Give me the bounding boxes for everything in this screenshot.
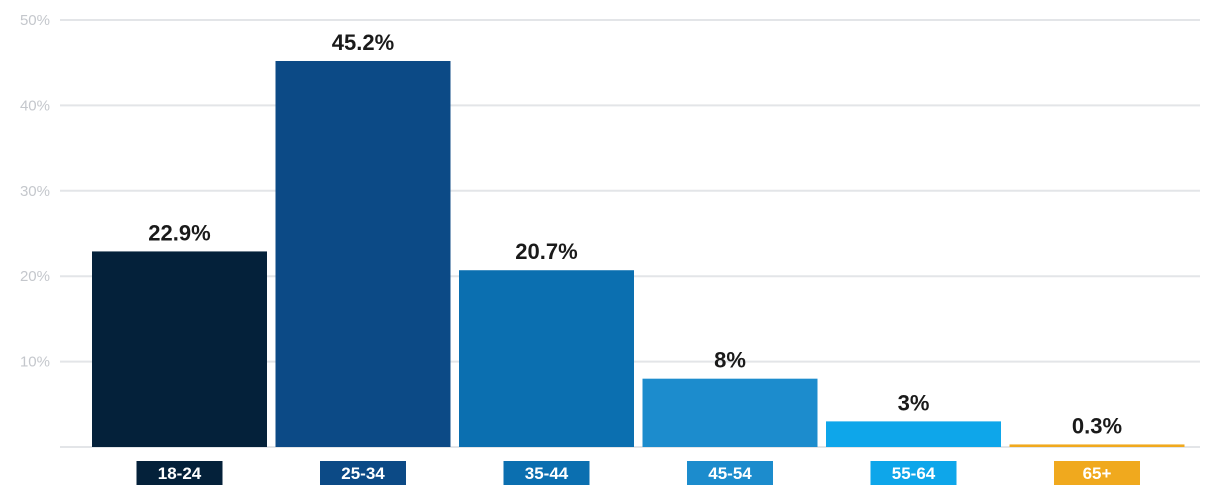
bar	[92, 251, 267, 447]
y-tick-label: 20%	[20, 268, 50, 285]
category-badge	[1054, 461, 1140, 485]
category-label: 45-54	[708, 464, 752, 483]
category-badge	[136, 461, 223, 485]
data-label: 45.2%	[332, 30, 394, 55]
category-label: 55-64	[892, 464, 936, 483]
category-badge	[503, 461, 590, 485]
data-label: 8%	[714, 348, 746, 373]
bar	[275, 60, 451, 447]
y-tick-label: 50%	[20, 12, 50, 29]
data-label: 22.9%	[148, 220, 210, 245]
category-badge	[687, 461, 773, 485]
y-tick-label: 10%	[20, 354, 50, 371]
bar	[826, 421, 1001, 447]
data-label: 3%	[898, 390, 930, 415]
data-label: 0.3%	[1072, 413, 1122, 438]
bars	[92, 60, 1185, 447]
bar	[459, 270, 634, 447]
data-label: 20.7%	[515, 239, 577, 264]
category-badge	[870, 461, 957, 485]
category-badge	[320, 461, 406, 485]
category-label: 65+	[1083, 464, 1112, 483]
category-label: 35-44	[525, 464, 569, 483]
y-axis-ticks: 10% 20% 30% 40% 50%	[20, 12, 50, 371]
y-tick-label: 30%	[20, 183, 50, 200]
data-labels: 22.9% 45.2% 20.7% 8% 3% 0.3%	[148, 30, 1122, 438]
category-label: 18-24	[158, 464, 202, 483]
category-label: 25-34	[341, 464, 385, 483]
bar	[642, 378, 818, 447]
bar	[1009, 444, 1185, 447]
y-tick-label: 40%	[20, 97, 50, 114]
category-labels: 18-24 25-34 35-44 45-54 55-64 65+	[136, 461, 1140, 485]
